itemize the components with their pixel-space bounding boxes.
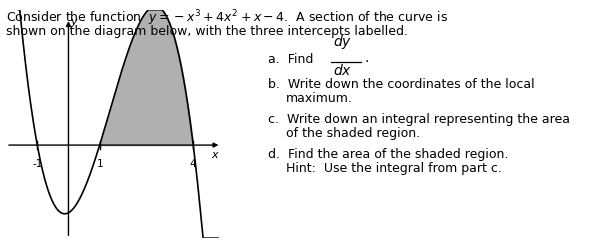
Text: .: . (364, 51, 368, 65)
Text: $x$: $x$ (211, 150, 220, 160)
Text: of the shaded region.: of the shaded region. (286, 127, 420, 140)
Text: d.  Find the area of the shaded region.: d. Find the area of the shaded region. (268, 148, 509, 161)
Text: -1: -1 (32, 159, 42, 169)
Text: Hint:  Use the integral from part c.: Hint: Use the integral from part c. (286, 162, 502, 175)
Text: $y$: $y$ (70, 17, 78, 29)
Text: maximum.: maximum. (286, 92, 353, 105)
Text: 4: 4 (190, 159, 197, 169)
Text: 1: 1 (97, 159, 103, 169)
Text: $dy$: $dy$ (333, 33, 352, 51)
Text: $dx$: $dx$ (333, 63, 352, 78)
Text: c.  Write down an integral representing the area: c. Write down an integral representing t… (268, 113, 570, 126)
Text: a.  Find: a. Find (268, 53, 313, 66)
Text: b.  Write down the coordinates of the local: b. Write down the coordinates of the loc… (268, 78, 535, 91)
Text: Consider the function  $y = -x^3 + 4x^2 + x - 4$.  A section of the curve is: Consider the function $y = -x^3 + 4x^2 +… (6, 8, 448, 28)
Text: shown on the diagram below, with the three intercepts labelled.: shown on the diagram below, with the thr… (6, 25, 408, 38)
